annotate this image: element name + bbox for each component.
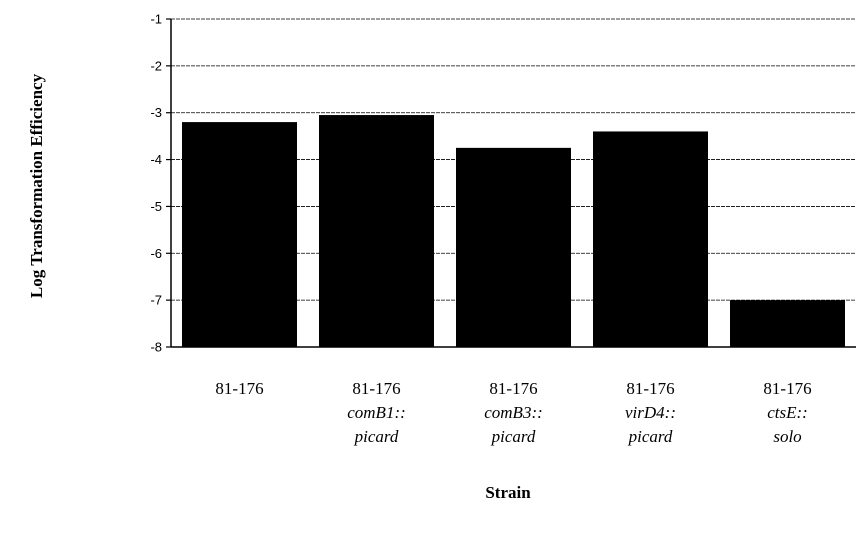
x-category-label-allele: picard: [491, 427, 536, 446]
x-category-label-strain: 81-176: [626, 379, 674, 398]
y-tick-label: -3: [150, 105, 162, 120]
x-category-label-allele: solo: [773, 427, 801, 446]
bar: [593, 131, 708, 347]
y-tick-label: -6: [150, 246, 162, 261]
y-tick-labels: -1 -2 -3 -4 -5 -6 -7 -8: [150, 12, 171, 355]
x-category-label-allele: picard: [628, 427, 673, 446]
y-axis-title: Log Transformation Efficiency: [27, 73, 46, 298]
x-category-label-strain: 81-176: [352, 379, 400, 398]
y-tick-label: -7: [150, 293, 162, 308]
x-category-label-allele: picard: [354, 427, 399, 446]
y-tick-label: -2: [150, 58, 162, 73]
x-axis-title: Strain: [485, 483, 531, 502]
axes: [170, 19, 856, 348]
y-tick-label: -4: [150, 152, 162, 167]
x-category-label-strain: 81-176: [489, 379, 537, 398]
x-category-label-mutation: comB3::: [484, 403, 543, 422]
bar: [456, 147, 571, 347]
x-category-label-mutation: virD4::: [625, 403, 676, 422]
x-category-label-mutation: comB1::: [347, 403, 406, 422]
bar: [182, 122, 297, 347]
x-category-label-strain: 81-176: [763, 379, 811, 398]
x-category-label-strain: 81-176: [215, 379, 263, 398]
x-category-label-mutation: ctsE::: [767, 403, 808, 422]
y-tick-label: -8: [150, 340, 162, 355]
bar: [319, 115, 434, 347]
bar: [730, 300, 845, 347]
y-tick-label: -5: [150, 199, 162, 214]
bars: [182, 115, 845, 347]
y-tick-label: -1: [150, 12, 162, 27]
